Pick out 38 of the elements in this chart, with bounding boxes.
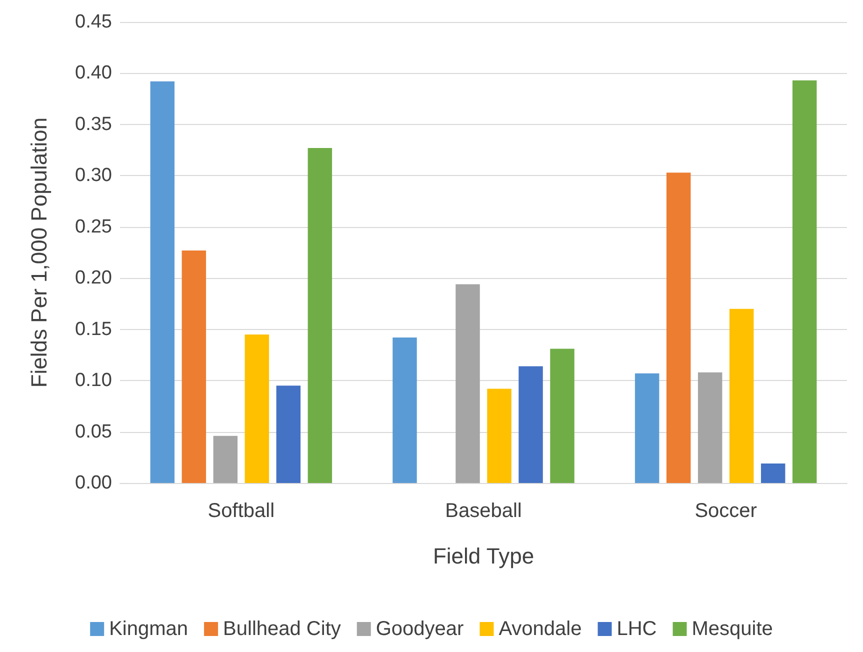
legend-label: Kingman	[109, 618, 188, 640]
y-tick-label: 0.10	[75, 370, 112, 392]
y-tick-label: 0.30	[75, 165, 112, 186]
bar	[666, 172, 691, 483]
legend-label: Bullhead City	[223, 618, 341, 640]
y-tick-label: 0.15	[75, 318, 112, 340]
bar	[634, 373, 660, 483]
bar	[487, 388, 512, 483]
bar	[792, 80, 817, 483]
bar	[276, 386, 301, 483]
bar	[150, 81, 175, 483]
legend-label: Goodyear	[376, 618, 464, 640]
bar	[729, 308, 754, 483]
y-tick-label: 0.25	[75, 216, 112, 238]
bar	[308, 148, 332, 483]
x-axis-title: Field Type	[432, 544, 534, 568]
bar	[456, 284, 480, 483]
y-tick-label: 0.00	[75, 472, 112, 494]
legend-label: LHC	[616, 618, 657, 640]
bar	[182, 250, 206, 483]
y-tick-label: 0.20	[75, 268, 112, 289]
legend-label: Mesquite	[692, 618, 773, 640]
y-axis-title: Fields Per 1,000 Population	[26, 117, 52, 388]
x-tick-label: Softball	[208, 500, 275, 522]
y-tick-label: 0.35	[75, 114, 112, 135]
bar	[760, 464, 786, 483]
bar	[698, 372, 722, 483]
bar	[244, 334, 270, 483]
bar	[392, 338, 417, 483]
legend-label: Avondale	[498, 618, 582, 640]
bar	[550, 348, 574, 483]
y-tick-label: 0.05	[75, 421, 112, 442]
x-tick-label: Soccer	[694, 500, 758, 522]
y-tick-label: 0.45	[75, 12, 112, 32]
x-tick-label: Baseball	[445, 500, 522, 522]
bar	[518, 366, 543, 483]
bar	[213, 436, 238, 483]
y-tick-label: 0.40	[75, 62, 112, 84]
